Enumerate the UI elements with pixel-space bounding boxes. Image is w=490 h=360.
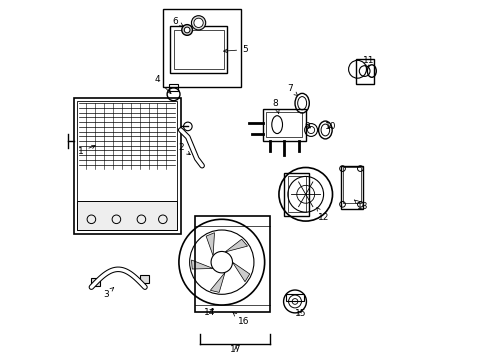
Text: 2: 2: [178, 143, 190, 155]
Text: 10: 10: [325, 122, 337, 131]
Bar: [356, 59, 373, 84]
Text: 7: 7: [287, 84, 298, 96]
Bar: [195, 216, 270, 312]
Bar: [74, 98, 181, 234]
Circle shape: [184, 27, 190, 33]
Bar: [92, 278, 100, 286]
Text: 17: 17: [230, 345, 242, 354]
Bar: [342, 166, 363, 208]
Bar: [169, 84, 178, 91]
Bar: [140, 275, 148, 283]
Bar: [343, 167, 361, 203]
Text: 13: 13: [354, 200, 368, 211]
Polygon shape: [192, 260, 213, 269]
Text: 11: 11: [363, 56, 374, 68]
Bar: [284, 173, 309, 216]
Polygon shape: [225, 239, 247, 252]
Circle shape: [182, 24, 193, 35]
Text: 16: 16: [233, 312, 249, 325]
Bar: [286, 294, 304, 301]
Text: 1: 1: [78, 145, 95, 156]
Bar: [163, 9, 242, 87]
Polygon shape: [210, 273, 225, 292]
Circle shape: [192, 16, 206, 30]
Bar: [77, 202, 177, 230]
Text: 14: 14: [203, 308, 215, 317]
Bar: [77, 102, 177, 230]
Text: 8: 8: [272, 99, 279, 113]
Circle shape: [194, 18, 203, 27]
Text: 5: 5: [223, 45, 248, 54]
Text: 15: 15: [294, 310, 306, 319]
Text: 12: 12: [317, 207, 329, 222]
Text: 3: 3: [103, 288, 114, 299]
Bar: [263, 109, 306, 141]
Text: 4: 4: [155, 76, 171, 94]
Text: 9: 9: [305, 122, 310, 131]
Bar: [267, 112, 302, 137]
Text: 6: 6: [172, 17, 183, 26]
Bar: [170, 26, 227, 73]
Polygon shape: [232, 262, 250, 282]
Bar: [288, 176, 306, 212]
Bar: [173, 30, 223, 69]
Polygon shape: [206, 233, 215, 256]
